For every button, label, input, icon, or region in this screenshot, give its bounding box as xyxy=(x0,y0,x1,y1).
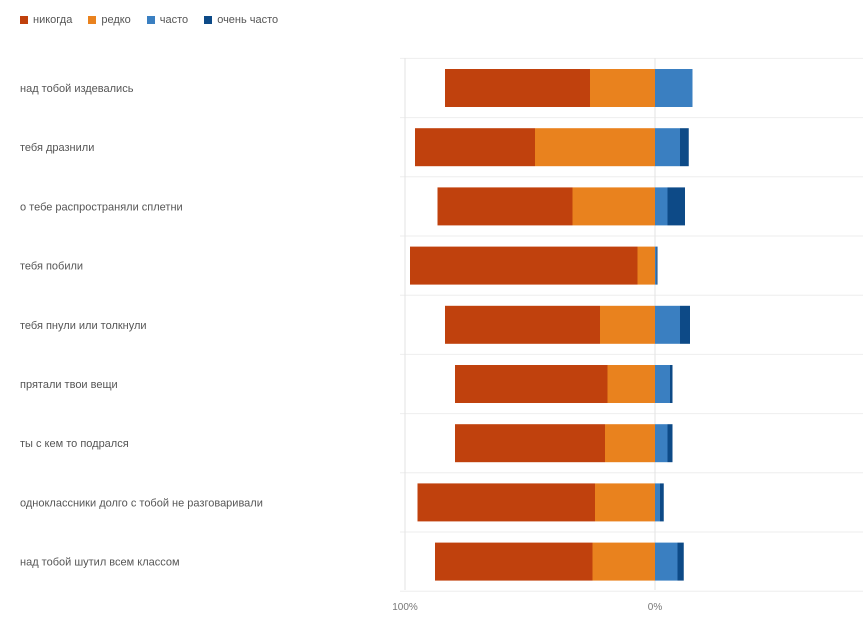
x-tick-label: 100% xyxy=(392,602,418,613)
legend-item[interactable]: часто xyxy=(146,14,189,26)
bar-segment xyxy=(667,187,685,226)
bar-segment xyxy=(637,246,655,285)
bar-segment xyxy=(667,424,673,463)
legend-swatch xyxy=(20,16,28,24)
category-label: над тобой шутил всем классом xyxy=(20,557,180,569)
category-label: тебя пнули или толкнули xyxy=(20,320,147,332)
legend-label: часто xyxy=(159,14,189,26)
bar-segment xyxy=(655,187,668,226)
category-label: тебя побили xyxy=(20,261,83,273)
bar-segment xyxy=(670,365,673,403)
bar-segment xyxy=(572,187,655,226)
bar-segment xyxy=(655,305,680,344)
legend-swatch xyxy=(204,16,213,24)
bar-segment xyxy=(656,246,658,285)
bar-segment xyxy=(417,483,595,522)
bar-segment xyxy=(680,128,689,167)
bar-segment xyxy=(660,483,664,522)
bar-segment xyxy=(655,483,660,522)
bar-segment xyxy=(445,305,600,344)
category-label: ты с кем то подрался xyxy=(20,438,129,450)
x-tick-label: 0% xyxy=(648,602,663,613)
legend-label: редко xyxy=(101,14,131,26)
category-label: о тебе распространяли сплетни xyxy=(20,201,183,213)
bar-segment xyxy=(677,542,684,581)
category-label: одноклассники долго с тобой не разговари… xyxy=(20,497,263,509)
bar-segment xyxy=(592,542,655,581)
legend-label: никогда xyxy=(33,14,73,26)
bar-segment xyxy=(445,69,590,107)
bar-segment xyxy=(415,128,535,167)
legend-item[interactable]: никогда xyxy=(20,14,72,26)
chart-legend: никогда редко часто очень часто xyxy=(20,14,278,26)
bar-segment xyxy=(655,365,670,403)
bar-segment xyxy=(655,69,693,107)
bar-segment xyxy=(410,246,638,285)
category-label: над тобой издевались xyxy=(20,83,134,95)
legend-swatch xyxy=(88,16,97,24)
bar-segment xyxy=(595,483,655,522)
legend-item[interactable]: очень часто xyxy=(204,14,278,26)
legend-label: очень часто xyxy=(217,14,279,26)
bar-segment xyxy=(655,424,668,463)
legend-item[interactable]: редко xyxy=(88,14,131,26)
bar-segment xyxy=(590,69,655,107)
bar-segment xyxy=(655,246,657,285)
category-label: прятали твои вещи xyxy=(20,379,118,391)
bar-segment xyxy=(455,365,608,403)
bar-segment xyxy=(435,542,593,581)
bar-segment xyxy=(455,424,605,463)
bar-segment xyxy=(605,424,655,463)
category-label: тебя дразнили xyxy=(20,142,94,154)
legend-swatch xyxy=(146,16,155,24)
bar-segment xyxy=(680,305,690,344)
bar-segment xyxy=(655,542,678,581)
bar-segment xyxy=(600,305,655,344)
bar-segment xyxy=(607,365,655,403)
bar-segment xyxy=(535,128,655,167)
bar-segment xyxy=(655,128,680,167)
bar-segment xyxy=(437,187,573,226)
